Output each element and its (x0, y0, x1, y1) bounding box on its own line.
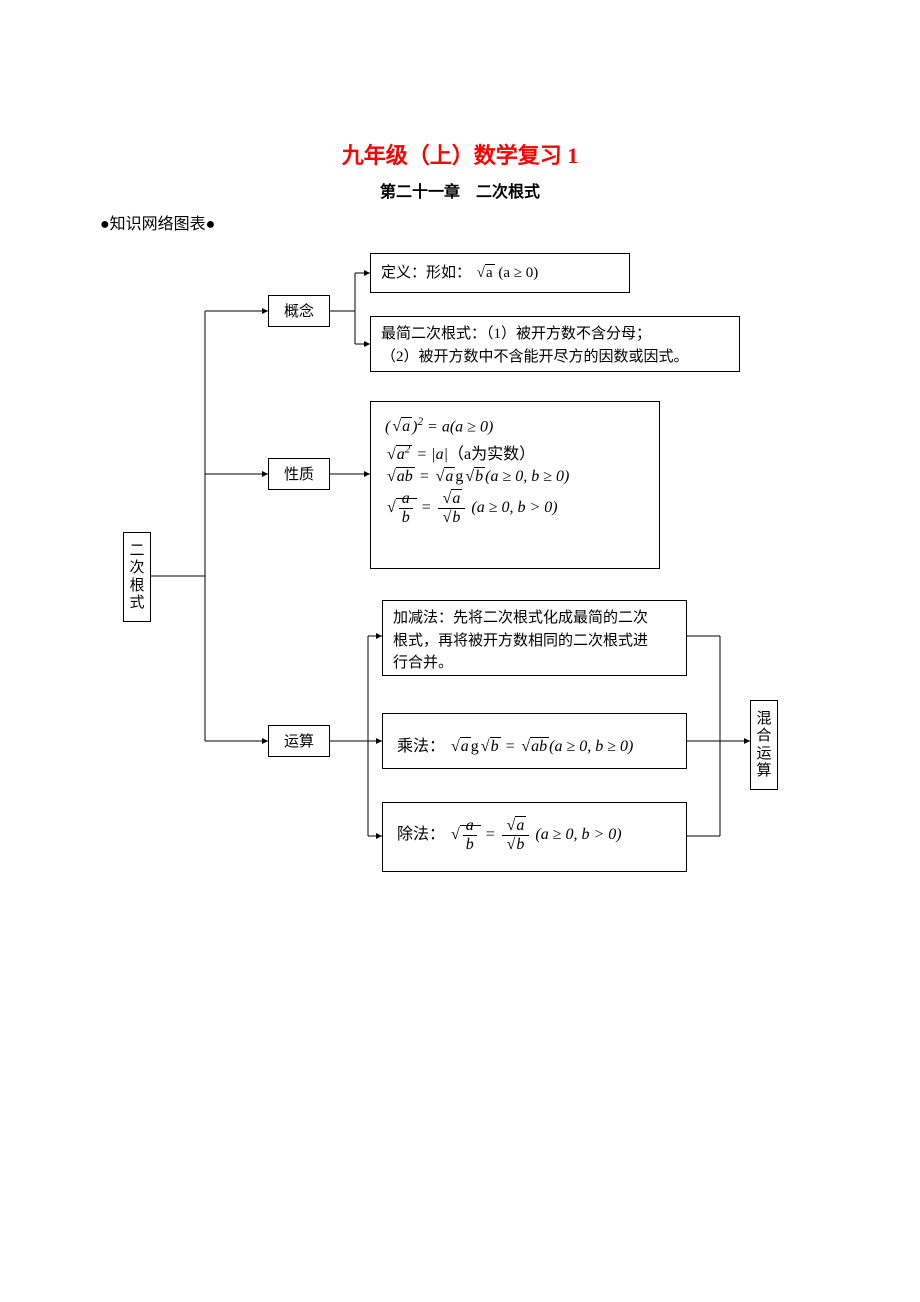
definition-prefix: 定义：形如： (381, 265, 471, 281)
prop-formula-3: ab = agb(a ≥ 0, b ≥ 0) (385, 468, 645, 486)
addsub-leaf: 加减法：先将二次根式化成最简的二次 根式，再将被开方数相同的二次根式进 行合并。 (382, 600, 687, 676)
sqrt-a: a (475, 262, 495, 285)
simplest-leaf: 最简二次根式：（1）被开方数不含分母； （2）被开方数中不含能开尽方的因数或因式… (370, 316, 740, 372)
addsub-line3: 行合并。 (393, 652, 676, 675)
mixed-node: 混 合 运 算 (750, 700, 778, 790)
mul-leaf: 乘法： agb = ab(a ≥ 0, b ≥ 0) (382, 713, 687, 769)
div-leaf: 除法： ab = ab (a ≥ 0, b > 0) (382, 802, 687, 872)
mixed-char: 运 (754, 746, 774, 763)
root-char: 二 (127, 543, 147, 560)
addsub-line1: 加减法：先将二次根式化成最简的二次 (393, 607, 676, 630)
mixed-char: 合 (754, 728, 774, 745)
definition-leaf: 定义：形如： a (a ≥ 0) (370, 253, 630, 293)
prop-formula-1: (a)2 = a(a ≥ 0) (385, 416, 645, 436)
prop-formula-2: a2 = |a|（a为实数） (385, 440, 645, 464)
mul-formula: 乘法： agb = ab(a ≥ 0, b ≥ 0) (397, 732, 672, 756)
property-label: 性质 (269, 459, 329, 492)
prop-formula-4: ab = ab (a ≥ 0, b > 0) (385, 490, 645, 526)
root-node: 二 次 根 式 (123, 532, 151, 622)
definition-cond: (a ≥ 0) (498, 265, 538, 281)
section-label: ●知识网络图表● (100, 210, 215, 234)
mixed-char: 算 (754, 763, 774, 780)
addsub-line2: 根式，再将被开方数相同的二次根式进 (393, 630, 676, 653)
mixed-char: 混 (754, 711, 774, 728)
simplest-line1: 最简二次根式：（1）被开方数不含分母； (381, 323, 729, 346)
root-char: 式 (127, 595, 147, 612)
concept-label: 概念 (269, 296, 329, 329)
properties-leaf: (a)2 = a(a ≥ 0) a2 = |a|（a为实数） ab = agb(… (370, 401, 660, 569)
div-formula: 除法： ab = ab (a ≥ 0, b > 0) (397, 817, 672, 853)
root-char: 次 (127, 560, 147, 577)
operation-label: 运算 (269, 726, 329, 759)
page: 九年级（上）数学复习 1 第二十一章 二次根式 ●知识网络图表● 二 次 根 式… (0, 0, 920, 1302)
page-title: 九年级（上）数学复习 1 (0, 138, 920, 170)
root-char: 根 (127, 578, 147, 595)
simplest-line2: （2）被开方数中不含能开尽方的因数或因式。 (381, 346, 729, 369)
chapter-subtitle: 第二十一章 二次根式 (0, 178, 920, 202)
property-node: 性质 (268, 458, 330, 490)
concept-node: 概念 (268, 295, 330, 327)
operation-node: 运算 (268, 725, 330, 757)
